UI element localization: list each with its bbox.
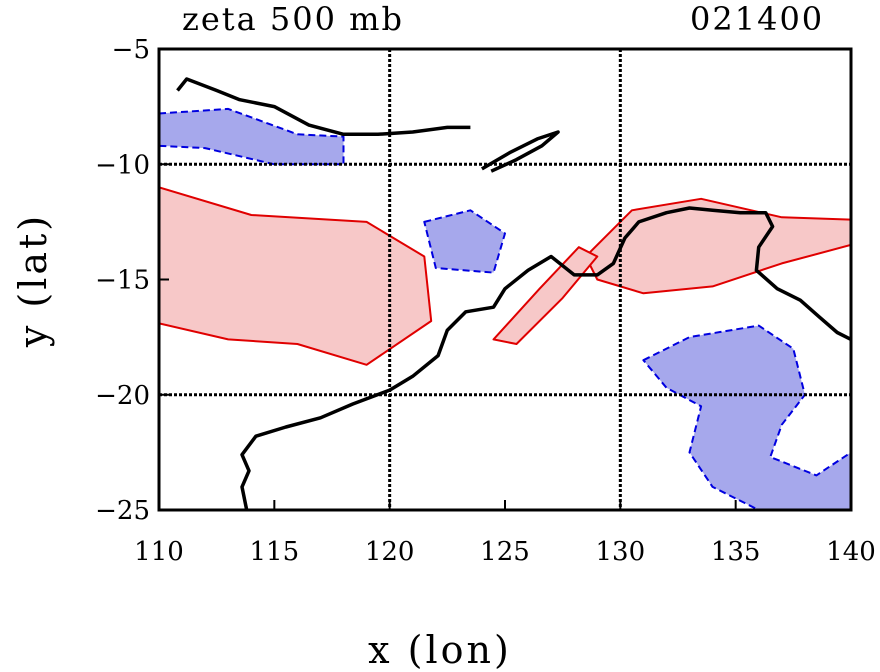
coastlines bbox=[176, 77, 851, 510]
y-axis-label: y (lat) bbox=[11, 212, 55, 348]
x-tick-label-125: 125 bbox=[480, 537, 530, 567]
y-tick-label-20: −20 bbox=[95, 381, 150, 411]
timestamp-label: 021400 bbox=[690, 0, 825, 38]
negative-region-3 bbox=[423, 209, 506, 274]
x-tick-label-135: 135 bbox=[711, 537, 761, 567]
coastline-2 bbox=[240, 206, 851, 510]
axes: 110 115 120 125 130 135 140 −25 −20 −15 −10 −5 bbox=[95, 35, 876, 567]
x-axis-label: x (lon) bbox=[368, 628, 512, 672]
vorticity-regions bbox=[159, 107, 851, 510]
y-tick-label-15: −15 bbox=[95, 266, 150, 296]
coastline-3 bbox=[481, 130, 560, 173]
x-tick-label-120: 120 bbox=[365, 537, 415, 567]
positive-region-2 bbox=[584, 197, 851, 295]
x-tick-label-130: 130 bbox=[596, 537, 646, 567]
x-tick-label-140: 140 bbox=[826, 537, 876, 567]
grid-lines bbox=[159, 49, 851, 510]
y-tick-label-25: −25 bbox=[95, 496, 150, 526]
x-tick-label-115: 115 bbox=[250, 537, 300, 567]
y-tick-label-5: −5 bbox=[112, 35, 150, 65]
chart-title: zeta 500 mb bbox=[182, 0, 404, 38]
y-tick-label-10: −10 bbox=[95, 150, 150, 180]
coastline-1 bbox=[176, 77, 471, 137]
x-tick-label-110: 110 bbox=[134, 537, 184, 567]
positive-region-1 bbox=[159, 186, 433, 366]
negative-region-2 bbox=[159, 107, 345, 166]
negative-region-1 bbox=[642, 324, 851, 510]
